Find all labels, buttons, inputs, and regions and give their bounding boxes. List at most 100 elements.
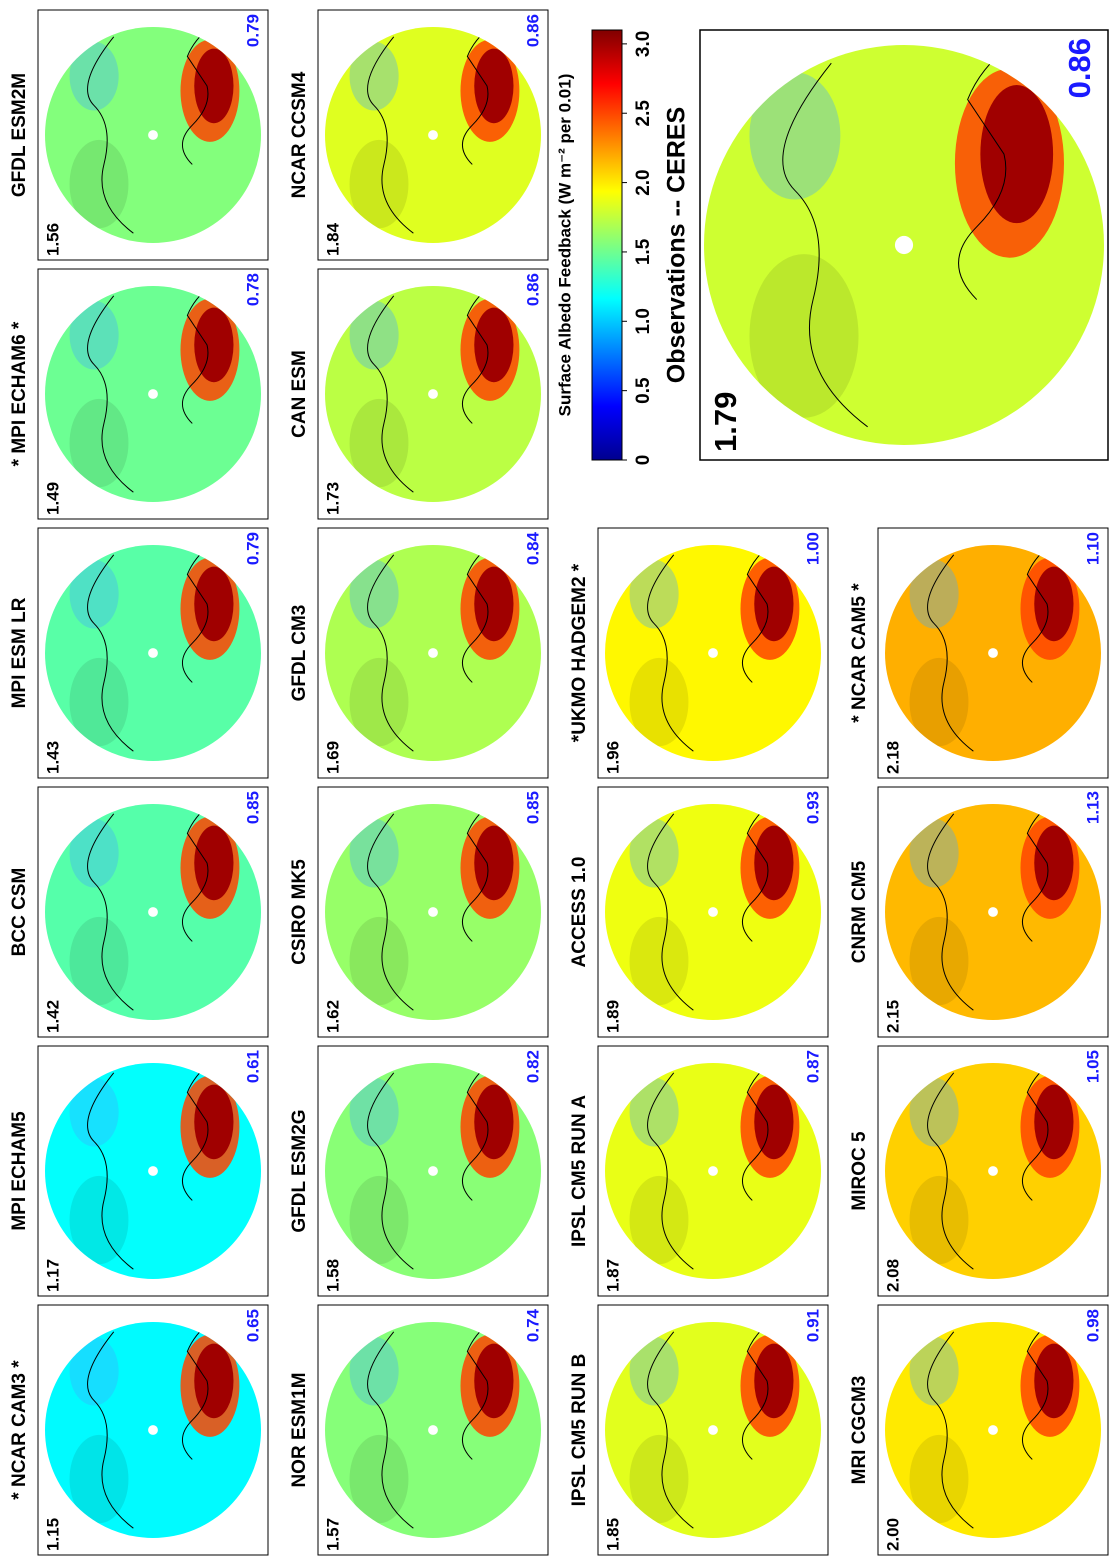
colorbar-tick-label: 0	[633, 455, 654, 466]
coastline	[647, 813, 694, 1011]
map-patch	[69, 657, 129, 747]
panel-mean: 1.73	[323, 482, 342, 515]
map-features	[69, 27, 240, 234]
coastline	[87, 813, 134, 1011]
panel-mean: 2.18	[883, 741, 902, 774]
map-features	[909, 545, 1080, 752]
pole-dot	[428, 389, 438, 399]
panel-correlation: 0.85	[523, 791, 542, 824]
greenland-inner	[194, 1343, 234, 1419]
map-features	[909, 804, 1080, 1011]
colorbar-tick-label: 3.0	[633, 31, 654, 57]
map-patch	[629, 657, 689, 747]
panel-title: CAN ESM	[289, 350, 310, 438]
panel-mean: 1.62	[323, 1000, 342, 1033]
panel-correlation: 1.10	[1083, 532, 1102, 565]
map-patch	[69, 300, 119, 370]
coastline	[87, 1331, 134, 1529]
map-patch	[349, 916, 409, 1006]
map-patch	[349, 41, 399, 111]
map-patch	[69, 916, 129, 1006]
map-patch	[349, 1336, 399, 1406]
panel-correlation: 0.87	[803, 1050, 822, 1083]
panel-title: CSIRO MK5	[289, 859, 310, 965]
greenland-inner	[1034, 825, 1074, 901]
colorbar-tick-label: 1.5	[633, 238, 654, 265]
map-patch	[909, 1077, 959, 1147]
greenland-inner	[1034, 1343, 1074, 1419]
map-patch	[349, 1434, 409, 1524]
observations-mean: 1.79	[708, 392, 743, 452]
coastline	[367, 295, 414, 493]
greenland-inner	[754, 1084, 794, 1160]
greenland-inner	[194, 307, 234, 383]
panel-title: IPSL CM5 RUN B	[569, 1354, 590, 1507]
pole-dot	[428, 1166, 438, 1176]
greenland-inner	[194, 825, 234, 901]
greenland-inner	[474, 566, 514, 642]
panel-correlation: 0.91	[803, 1309, 822, 1342]
map-features	[629, 1322, 800, 1529]
panel-correlation: 0.93	[803, 791, 822, 824]
panel-correlation: 0.65	[243, 1309, 262, 1342]
map-features	[629, 804, 800, 1011]
coastline	[87, 36, 134, 234]
coastline	[927, 554, 974, 752]
map-patch	[349, 559, 399, 629]
map-features	[349, 1063, 520, 1270]
map-patch	[749, 72, 841, 200]
map-patch	[629, 916, 689, 1006]
coastline	[367, 1072, 414, 1270]
map-patch	[749, 254, 859, 418]
greenland-inner	[474, 825, 514, 901]
map-patch	[69, 559, 119, 629]
map-patch	[349, 818, 399, 888]
map-features	[69, 1322, 240, 1529]
map-features	[69, 545, 240, 752]
map-patch	[909, 818, 959, 888]
pole-dot	[428, 907, 438, 917]
coastline	[647, 554, 694, 752]
map-patch	[349, 300, 399, 370]
greenland-inner	[754, 566, 794, 642]
panel-mean: 1.42	[43, 1000, 62, 1033]
greenland-inner	[754, 1343, 794, 1419]
panel-mean: 1.57	[323, 1518, 342, 1551]
panel-mean: 1.87	[603, 1259, 622, 1292]
colorbar-tick-label: 2.5	[633, 100, 654, 127]
map-patch	[349, 398, 409, 488]
greenland-inner	[1034, 1084, 1074, 1160]
coastline	[782, 62, 868, 428]
coastline	[87, 295, 134, 493]
panel-title: CNRM CM5	[849, 860, 870, 963]
colorbar-label: Surface Albedo Feedback (W m⁻² per 0.01)	[555, 74, 574, 417]
panel-correlation: 0.78	[243, 273, 262, 306]
map-patch	[69, 139, 129, 229]
pole-dot	[148, 389, 158, 399]
greenland-inner	[194, 566, 234, 642]
map-features	[349, 27, 520, 234]
coastline	[367, 36, 414, 234]
map-features	[69, 286, 240, 493]
panel-title: IPSL CM5 RUN A	[569, 1095, 590, 1247]
pole-dot	[708, 1166, 718, 1176]
panel-correlation: 1.13	[1083, 791, 1102, 824]
greenland-inner	[754, 825, 794, 901]
panel-title: GFDL CM3	[289, 605, 310, 702]
panel-title: MIROC 5	[849, 1131, 870, 1211]
panel-mean: 1.96	[603, 741, 622, 774]
panel-title: * MPI ECHAM6 *	[9, 321, 30, 466]
map-features	[349, 545, 520, 752]
coastline	[367, 1331, 414, 1529]
panel-mean: 1.15	[43, 1518, 62, 1551]
panel-mean: 1.84	[323, 222, 342, 256]
coastline	[647, 1331, 694, 1529]
map-patch	[349, 139, 409, 229]
panel-title: BCC CSM	[9, 868, 30, 957]
panel-correlation: 0.85	[243, 791, 262, 824]
map-patch	[69, 398, 129, 488]
pole-dot	[708, 1425, 718, 1435]
panel-correlation: 0.86	[523, 273, 542, 306]
panel-mean: 2.00	[883, 1518, 902, 1551]
pole-dot	[428, 130, 438, 140]
